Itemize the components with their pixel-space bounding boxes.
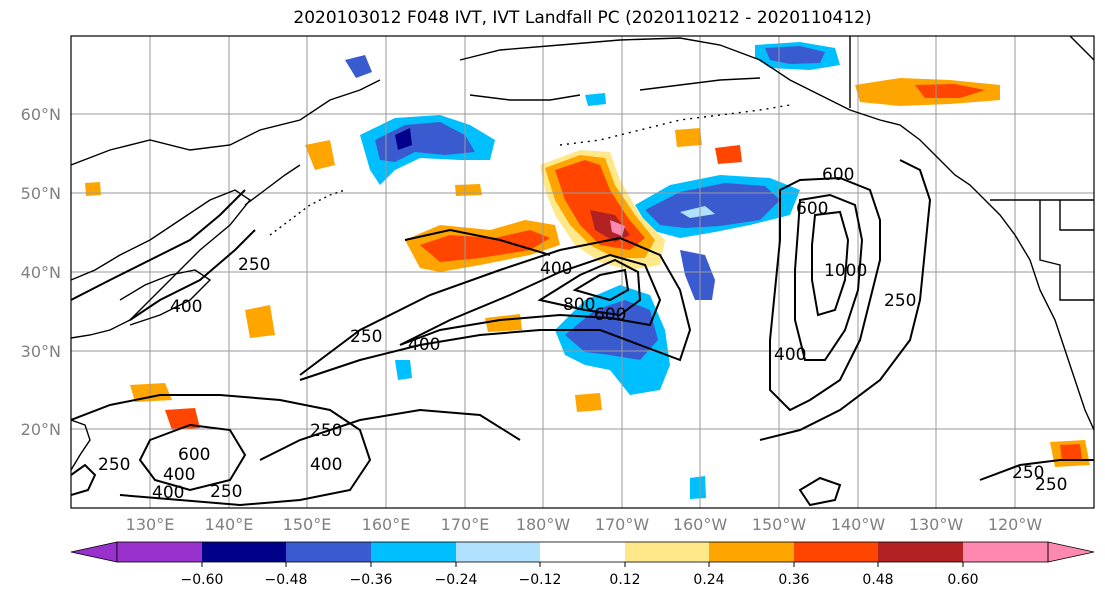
contour-label: 250 xyxy=(350,327,382,347)
contour-label: 250 xyxy=(1035,475,1067,495)
colorbar-tick-labels: −0.60 −0.48 −0.36 −0.24 −0.12 0.12 0.24 … xyxy=(181,572,979,588)
map-area: 250 250 400 250 400 400 400 800 600 600 … xyxy=(71,36,1094,508)
contour-label: 1000 xyxy=(824,261,867,281)
colorbar-tick-label: 0.12 xyxy=(609,572,640,588)
contour-label: 400 xyxy=(408,335,440,355)
contour-label: 250 xyxy=(210,482,242,502)
latitude-labels: 60°N 50°N 40°N 30°N 20°N xyxy=(21,105,61,439)
lon-label: 140°W xyxy=(831,515,886,534)
colorbar-segment xyxy=(625,542,709,562)
colorbar-tick-label: 0.36 xyxy=(778,572,809,588)
map-title: 2020103012 F048 IVT, IVT Landfall PC (20… xyxy=(293,8,872,28)
contour-label: 400 xyxy=(152,483,184,503)
colorbar-extend-left xyxy=(70,541,118,563)
contour-label: 400 xyxy=(310,455,342,475)
contour-labels: 250 250 400 250 400 400 400 800 600 600 … xyxy=(98,165,1067,503)
contour-label: 250 xyxy=(98,455,130,475)
lat-label: 20°N xyxy=(21,420,61,439)
contour-label: 400 xyxy=(170,297,202,317)
contour-label: 600 xyxy=(594,305,626,325)
colorbar-frame xyxy=(116,541,1049,563)
lon-label: 160°E xyxy=(362,515,411,534)
contour-label: 250 xyxy=(238,255,270,275)
contour-label: 250 xyxy=(310,421,342,441)
coastlines xyxy=(71,36,1094,471)
colorbar-tick-label: 0.60 xyxy=(947,572,978,588)
contour-label: 400 xyxy=(540,259,572,279)
lat-label: 60°N xyxy=(21,105,61,124)
lat-label: 40°N xyxy=(21,263,61,282)
lon-label: 170°W xyxy=(595,515,650,534)
colorbar-tick-label: 0.24 xyxy=(693,572,724,588)
colorbar-segment xyxy=(878,542,963,562)
lon-label: 140°E xyxy=(205,515,254,534)
contour-label: 600 xyxy=(796,199,828,219)
lon-label: 130°W xyxy=(909,515,964,534)
colorbar-tick-label: −0.48 xyxy=(265,572,308,588)
colorbar-tick-label: −0.36 xyxy=(350,572,393,588)
colorbar-ticks xyxy=(201,562,964,567)
lat-label: 50°N xyxy=(21,184,61,203)
lon-label: 170°E xyxy=(441,515,490,534)
colorbar-extend-right xyxy=(1047,541,1095,563)
lon-label: 180°W xyxy=(516,515,571,534)
colorbar-tick-label: −0.24 xyxy=(435,572,478,588)
lon-label: 130°E xyxy=(126,515,175,534)
colorbar-segment xyxy=(540,542,625,562)
lon-label: 150°E xyxy=(283,515,332,534)
contour-label: 600 xyxy=(178,445,210,465)
lat-label: 30°N xyxy=(21,342,61,361)
contour-label: 600 xyxy=(822,165,854,185)
map-frame xyxy=(70,35,1095,509)
lon-label: 150°W xyxy=(752,515,807,534)
colorbar-segment xyxy=(709,542,794,562)
contour-label: 250 xyxy=(1012,463,1044,483)
colorbar-segment xyxy=(963,542,1048,562)
lon-label: 160°W xyxy=(673,515,728,534)
colorbar-segment xyxy=(117,542,202,562)
colorbar-segment xyxy=(371,542,456,562)
colorbar-segment xyxy=(286,542,371,562)
contour-label: 800 xyxy=(563,295,595,315)
contour-label: 400 xyxy=(163,465,195,485)
ivt-contours xyxy=(71,159,1094,507)
colorbar-tick-label: −0.12 xyxy=(519,572,562,588)
contour-label: 250 xyxy=(884,291,916,311)
colorbar-tick-label: −0.60 xyxy=(181,572,224,588)
longitude-labels: 130°E 140°E 150°E 160°E 170°E 180°W 170°… xyxy=(126,515,1043,534)
colorbar-segment xyxy=(202,542,286,562)
colorbar-tick-label: 0.48 xyxy=(862,572,893,588)
colorbar: −0.60 −0.48 −0.36 −0.24 −0.12 0.12 0.24 … xyxy=(70,541,1095,588)
colorbar-segment xyxy=(456,542,540,562)
lon-label: 120°W xyxy=(988,515,1043,534)
colorbar-segment xyxy=(794,542,878,562)
contour-label: 400 xyxy=(774,345,806,365)
